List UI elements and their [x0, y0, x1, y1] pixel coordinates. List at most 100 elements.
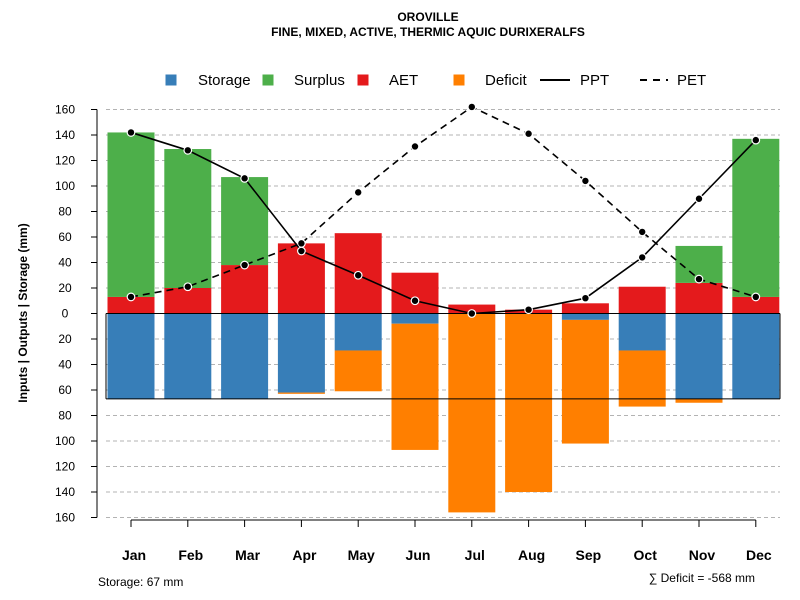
surplus-legend-swatch	[262, 74, 274, 86]
storage-bar-oct	[618, 313, 666, 351]
ppt-point-aug	[524, 305, 533, 315]
x-tick-label-mar: Mar	[235, 547, 260, 563]
pet-point-dec	[751, 292, 761, 302]
deficit-bar-apr	[277, 392, 325, 394]
x-tick-label-jul: Jul	[465, 547, 485, 563]
chart-title: OROVILLE	[397, 10, 458, 24]
x-tick-label-jan: Jan	[122, 547, 146, 563]
deficit-legend-swatch	[453, 74, 465, 86]
x-tick-label-dec: Dec	[746, 547, 772, 563]
pet-legend-label: PET	[677, 72, 706, 89]
ppt-point-jan	[126, 128, 136, 137]
deficit-bar-oct	[618, 350, 666, 407]
y-tick-label: 80	[58, 409, 72, 423]
y-tick-label: 140	[55, 485, 75, 499]
ppt-point-sep	[581, 293, 590, 303]
axes: 160 140 120 100 80 60 40 20 0 20 40 60 80 100 120 140 16…	[55, 103, 772, 564]
storage-bar-may	[334, 313, 382, 351]
y-tick-label: 100	[55, 179, 75, 193]
aet-bar-dec	[732, 296, 780, 314]
ppt-point-oct	[637, 252, 647, 262]
y-tick-label: 140	[55, 128, 75, 142]
pet-point-apr	[297, 238, 306, 248]
storage-bar-jun	[391, 313, 439, 324]
storage-legend-label: Storage	[198, 72, 251, 89]
ppt-point-jul	[467, 309, 477, 318]
x-tick-label-may: May	[348, 547, 375, 563]
ppt-point-feb	[183, 145, 193, 155]
overlay	[105, 313, 781, 400]
storage-footer-label: Storage: 67 mm	[98, 575, 183, 589]
ppt-point-mar	[240, 173, 250, 183]
storage-bar-apr	[277, 313, 325, 393]
aet-legend-swatch	[357, 74, 369, 86]
aet-bar-jul	[448, 304, 496, 314]
ppt-point-apr	[297, 246, 306, 256]
storage-legend-swatch	[165, 74, 177, 86]
storage-bar-feb	[164, 313, 212, 399]
bars	[107, 132, 780, 513]
y-tick-label: 20	[58, 281, 72, 295]
deficit-bar-may	[334, 350, 382, 392]
y-tick-label: 40	[58, 358, 72, 372]
ppt-point-jun	[410, 296, 420, 306]
ppt-point-dec	[751, 135, 761, 145]
y-axis-title: Inputs | Outputs | Storage (mm)	[16, 223, 30, 402]
aet-bar-jan	[107, 296, 155, 314]
pet-point-jul	[467, 102, 477, 112]
aet-bar-mar	[221, 265, 269, 314]
ppt-point-may	[353, 270, 363, 280]
pet-point-jun	[410, 142, 420, 151]
pet-point-jan	[126, 292, 136, 302]
pet-point-oct	[637, 227, 647, 237]
chart-subtitle: FINE, MIXED, ACTIVE, THERMIC AQUIC DURIX…	[271, 25, 585, 39]
pet-line	[130, 106, 757, 298]
x-tick-label-aug: Aug	[518, 547, 545, 563]
pet-point-may	[353, 187, 363, 197]
lines	[126, 102, 761, 318]
y-tick-label: 120	[55, 154, 75, 168]
y-tick-label: 100	[55, 434, 75, 448]
aet-bar-oct	[618, 286, 666, 314]
deficit-bar-jul	[448, 313, 496, 513]
storage-bar-mar	[221, 313, 269, 399]
surplus-bar-dec	[732, 138, 780, 297]
y-tick-label: 40	[58, 256, 72, 270]
pet-point-sep	[581, 176, 590, 186]
surplus-bar-mar	[221, 177, 269, 266]
y-tick-label: 60	[58, 383, 72, 397]
x-tick-label-sep: Sep	[576, 547, 602, 563]
aet-bar-feb	[164, 288, 212, 314]
pet-point-mar	[240, 260, 250, 270]
x-tick-label-feb: Feb	[178, 547, 203, 563]
deficit-footer-label: ∑ Deficit = -568 mm	[649, 571, 755, 585]
ppt-line	[130, 131, 757, 315]
pet-point-aug	[524, 129, 533, 139]
y-tick-label: 160	[55, 511, 75, 525]
deficit-legend-label: Deficit	[485, 72, 528, 89]
storage-bar-nov	[675, 313, 723, 399]
surplus-legend-label: Surplus	[294, 72, 345, 89]
x-tick-label-nov: Nov	[689, 547, 716, 563]
deficit-bar-aug	[505, 313, 553, 492]
y-tick-label: 80	[58, 205, 72, 219]
surplus-bar-feb	[164, 149, 212, 288]
storage-bar-dec	[732, 313, 780, 399]
storage-bar-sep	[561, 313, 609, 320]
surplus-bar-jan	[107, 132, 155, 297]
y-tick-label: 160	[55, 103, 75, 117]
aet-bar-sep	[561, 303, 609, 314]
ppt-legend-label: PPT	[580, 72, 609, 89]
pet-point-feb	[183, 282, 193, 292]
x-tick-label-oct: Oct	[634, 547, 658, 563]
aet-bar-nov	[675, 282, 723, 314]
y-tick-label: 60	[58, 230, 72, 244]
legend: Storage Surplus AET Deficit PPT PET	[165, 72, 706, 89]
y-tick-label: 120	[55, 460, 75, 474]
x-tick-label-jun: Jun	[406, 547, 431, 563]
y-tick-label: 0	[62, 307, 69, 321]
deficit-bar-sep	[561, 319, 609, 444]
pet-point-nov	[694, 274, 704, 284]
